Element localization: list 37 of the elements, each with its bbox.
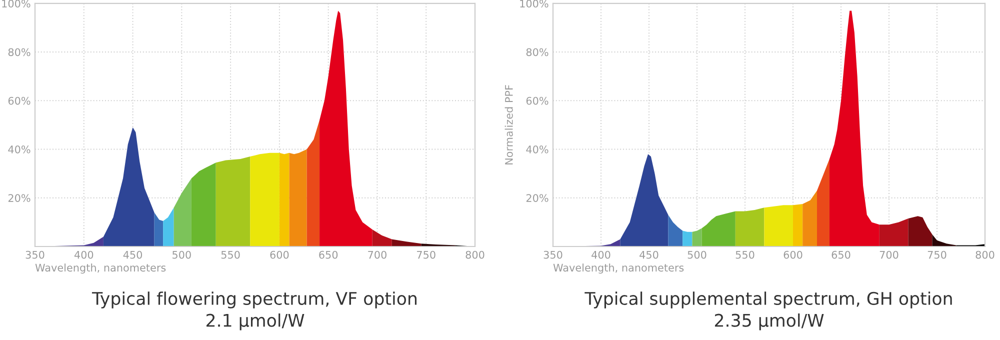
y-tick-label: 100% xyxy=(520,0,548,8)
x-tick-label: 450 xyxy=(123,250,142,259)
x-tick-label: 400 xyxy=(74,250,94,259)
y-tick-label: 80% xyxy=(526,48,548,56)
x-tick-label: 500 xyxy=(688,250,706,259)
text: Typical flowering spectrum, VF option xyxy=(92,292,416,308)
x-tick-label: 750 xyxy=(928,250,946,259)
y-tick-label: 20% xyxy=(8,194,30,202)
x-tick-label: 400 xyxy=(592,250,610,259)
x-tick-label: 500 xyxy=(172,250,191,259)
y-tick-label: 60% xyxy=(8,96,30,105)
x-tick-label: 700 xyxy=(880,250,898,259)
x-tick-label: 350 xyxy=(544,250,562,259)
x-tick-label: 700 xyxy=(368,250,386,259)
x-tick-label: 350 xyxy=(26,250,44,259)
y-tick-label: 60% xyxy=(526,96,548,105)
y-tick-label: 40% xyxy=(526,145,548,154)
x-tick-label: 550 xyxy=(736,250,754,259)
x-tick-label: 800 xyxy=(466,250,484,259)
x-axis-title: Wavelength, nanometers xyxy=(553,264,684,274)
text: 2.1 µmol/W xyxy=(206,313,304,330)
x-tick-label: 450 xyxy=(640,250,658,259)
x-axis-title: Wavelength, nanometers xyxy=(35,264,166,274)
x-tick-label: 750 xyxy=(417,250,436,259)
y-tick-label: 40% xyxy=(8,145,30,154)
x-tick-label: 550 xyxy=(221,250,240,259)
x-tick-label: 600 xyxy=(784,250,802,259)
x-tick-label: 800 xyxy=(976,250,994,259)
y-tick-label: 20% xyxy=(526,194,548,202)
y-tick-label: 80% xyxy=(8,48,30,56)
text: Typical supplemental spectrum, GH option xyxy=(584,292,952,308)
x-tick-label: 600 xyxy=(270,250,289,259)
x-tick-label: 650 xyxy=(832,250,850,259)
x-tick-label: 650 xyxy=(319,250,338,259)
y-axis-title: Normalized PPF xyxy=(504,85,513,164)
text: 2.35 µmol/W xyxy=(714,313,824,330)
y-tick-label: 100% xyxy=(2,0,30,8)
